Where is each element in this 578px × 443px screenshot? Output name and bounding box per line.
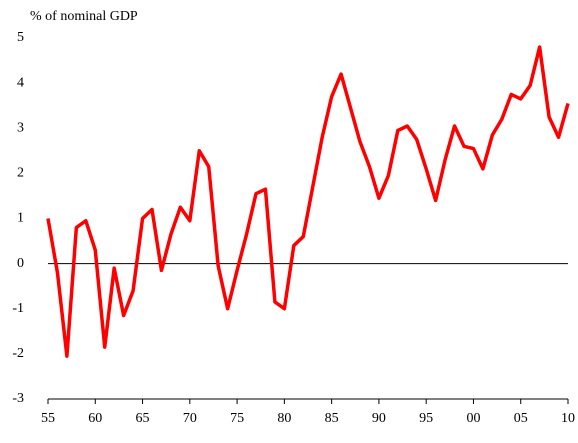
x-tick-label: 55 bbox=[41, 411, 55, 426]
y-tick-label: 5 bbox=[17, 30, 24, 45]
y-tick-label: 1 bbox=[17, 211, 24, 226]
x-tick-label: 05 bbox=[514, 411, 528, 426]
x-tick-label: 85 bbox=[325, 411, 339, 426]
y-tick-label: 3 bbox=[17, 120, 24, 135]
y-tick-label: -3 bbox=[12, 391, 24, 406]
x-tick-label: 00 bbox=[466, 411, 480, 426]
x-tick-label: 80 bbox=[277, 411, 291, 426]
y-tick-label: 2 bbox=[17, 166, 24, 181]
x-tick-label: 90 bbox=[372, 411, 386, 426]
x-tick-label: 60 bbox=[88, 411, 102, 426]
x-tick-label: 70 bbox=[183, 411, 197, 426]
data-line bbox=[46, 45, 570, 358]
y-tick-label: -2 bbox=[12, 346, 24, 361]
y-tick-label: 4 bbox=[17, 75, 24, 90]
x-tick-label: 75 bbox=[230, 411, 244, 426]
x-tick-label: 65 bbox=[136, 411, 150, 426]
x-tick-label: 95 bbox=[419, 411, 433, 426]
chart-title: % of nominal GDP bbox=[30, 9, 138, 24]
y-tick-label: -1 bbox=[12, 301, 24, 316]
y-tick-label: 0 bbox=[17, 256, 24, 271]
x-tick-label: 10 bbox=[561, 411, 575, 426]
